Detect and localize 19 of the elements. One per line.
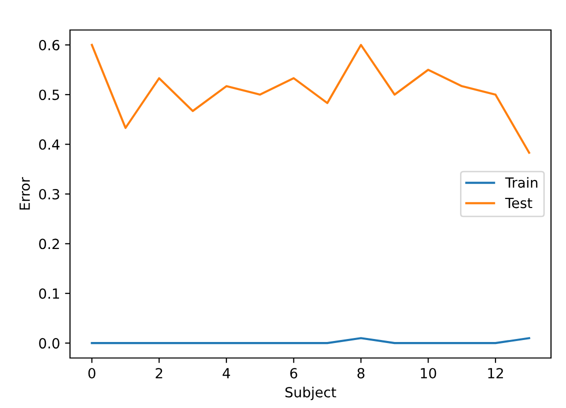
x-tick-label: 12 bbox=[488, 368, 503, 378]
x-tick-label: 2 bbox=[156, 368, 162, 378]
y-tick-label: 0.0 bbox=[39, 338, 60, 349]
x-tick-label: 8 bbox=[357, 368, 364, 378]
y-tick-label: 0.1 bbox=[39, 288, 59, 299]
legend-label: Train bbox=[505, 177, 538, 188]
y-tick-label: 0.2 bbox=[39, 238, 59, 250]
y-axis-title: Error bbox=[20, 177, 30, 210]
legend-label: Test bbox=[505, 198, 532, 208]
x-tick-label: 10 bbox=[420, 368, 436, 378]
x-axis-title: Subject bbox=[285, 386, 336, 400]
line-series bbox=[90, 44, 530, 154]
x-tick-label: 4 bbox=[222, 368, 230, 378]
x-tick-label: 0 bbox=[88, 368, 96, 378]
y-tick-label: 0.3 bbox=[39, 188, 60, 200]
x-tick-label: 6 bbox=[290, 368, 298, 378]
y-tick-label: 0.4 bbox=[39, 139, 60, 150]
y-tick-label: 0.5 bbox=[39, 90, 60, 100]
y-tick-label: 0.6 bbox=[39, 40, 60, 50]
